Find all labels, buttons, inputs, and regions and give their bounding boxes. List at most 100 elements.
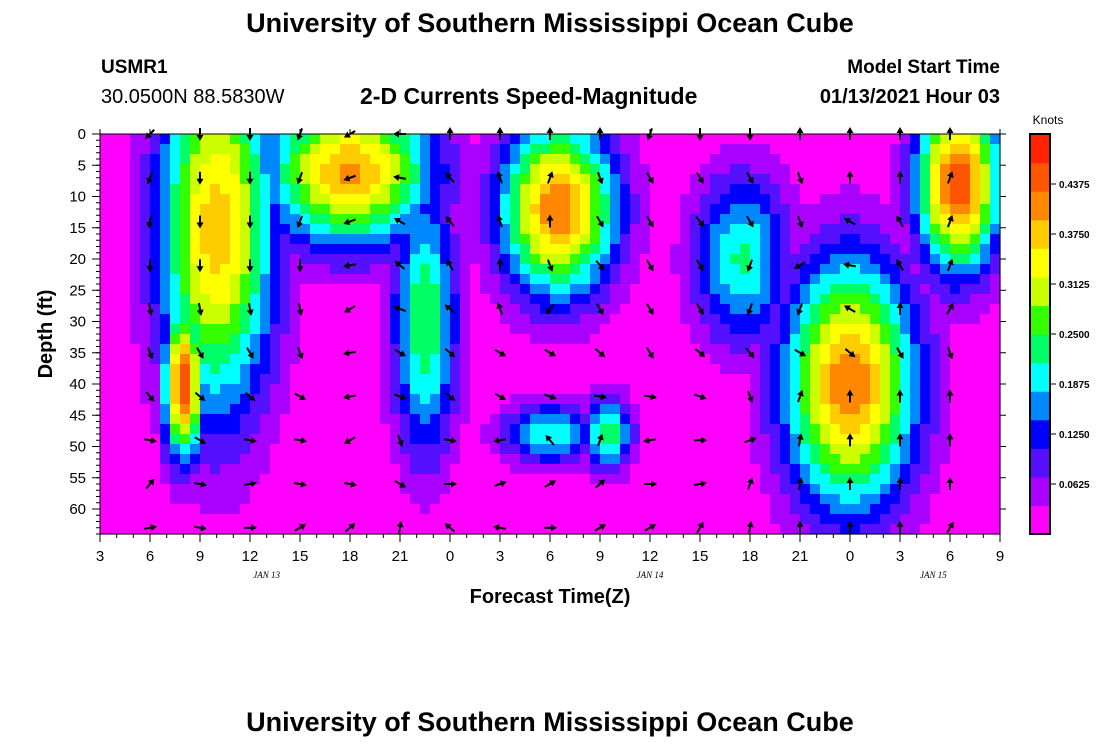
heatmap-cell [260,214,271,225]
current-arrow [444,523,456,533]
current-arrow [343,305,356,313]
heatmap-cell [220,334,231,345]
heatmap-cell [500,274,511,285]
current-arrow [796,477,804,491]
heatmap-cell [820,164,831,175]
colorbar-swatch [1030,362,1050,392]
heatmap-cell [590,184,601,195]
heatmap-cell [320,404,331,415]
heatmap-cell [190,224,201,235]
current-arrow [597,433,604,447]
heatmap-cell [140,494,151,505]
heatmap-cell [950,244,961,255]
heatmap-cell [460,514,471,525]
heatmap-cell [210,484,221,495]
heatmap-cell [820,394,831,405]
heatmap-cell [750,334,761,345]
heatmap-cell [320,434,331,445]
heatmap-cell [510,344,521,355]
heatmap-cell [350,164,361,175]
heatmap-cell [460,404,471,415]
heatmap-cell [320,184,331,195]
heatmap-cell [470,494,481,505]
heatmap-cell [370,474,381,485]
heatmap-cell [760,214,771,225]
heatmap-cell [440,364,451,375]
heatmap-cell [110,454,121,465]
heatmap-cell [960,484,971,495]
heatmap-cell [920,354,931,365]
heatmap-cell [260,284,271,295]
heatmap-cell [580,154,591,165]
heatmap-cell [330,514,341,525]
heatmap-cell [850,374,861,385]
heatmap-cell [920,334,931,345]
heatmap-cell [760,434,771,445]
heatmap-cell [820,314,831,325]
heatmap-cell [410,414,421,425]
heatmap-cell [540,474,551,485]
heatmap-cell [600,174,611,185]
heatmap-cell [610,494,621,505]
heatmap-cell [870,374,881,385]
current-arrow [444,391,456,401]
heatmap-cell [500,494,511,505]
heatmap-cell [570,404,581,415]
heatmap-cell [630,504,641,515]
heatmap-cell [350,434,361,445]
heatmap-cell [250,144,261,155]
heatmap-cell [180,504,191,515]
heatmap-cell [590,294,601,305]
heatmap-cell [590,264,601,275]
heatmap-cell [520,414,531,425]
heatmap-cell [670,214,681,225]
heatmap-cell [950,324,961,335]
heatmap-cell [280,404,291,415]
heatmap-cell [430,454,441,465]
heatmap-cell [140,424,151,435]
heatmap-cell [680,274,691,285]
heatmap-cell [610,154,621,165]
heatmap-cell [890,154,901,165]
heatmap-cell [850,504,861,515]
heatmap-cell [960,524,971,535]
heatmap-cell [200,414,211,425]
heatmap-cell [770,354,781,365]
heatmap-cell [730,494,741,505]
heatmap-cell [900,334,911,345]
heatmap-cell [670,174,681,185]
heatmap-cell [470,184,481,195]
y-tick-label: 35 [69,345,86,362]
heatmap-cell [310,474,321,485]
heatmap-cell [790,164,801,175]
heatmap-cell [840,354,851,365]
heatmap-cell [340,384,351,395]
heatmap-cell [430,354,441,365]
heatmap-cell [700,384,711,395]
heatmap-cell [590,504,601,515]
heatmap-cell [720,214,731,225]
heatmap-cell [110,244,121,255]
colorbar-tick-label: 0.1250 [1059,430,1090,441]
heatmap-cell [400,524,411,535]
heatmap-cell [320,334,331,345]
heatmap-cell [510,374,521,385]
heatmap-cell [830,334,841,345]
heatmap-cell [390,334,401,345]
current-arrow [793,261,806,269]
heatmap-cell [300,324,311,335]
heatmap-cell [230,274,241,285]
heatmap-cell [760,364,771,375]
heatmap-cell [620,194,631,205]
heatmap-cell [530,494,541,505]
heatmap-cell [310,304,321,315]
heatmap-cell [780,524,791,535]
heatmap-cell [400,154,411,165]
heatmap-cell [210,274,221,285]
heatmap-cell [400,304,411,315]
heatmap-cell [550,444,561,455]
heatmap-cell [330,274,341,285]
heatmap-cell [630,434,641,445]
heatmap-cell [540,374,551,385]
heatmap-cell [310,224,321,235]
